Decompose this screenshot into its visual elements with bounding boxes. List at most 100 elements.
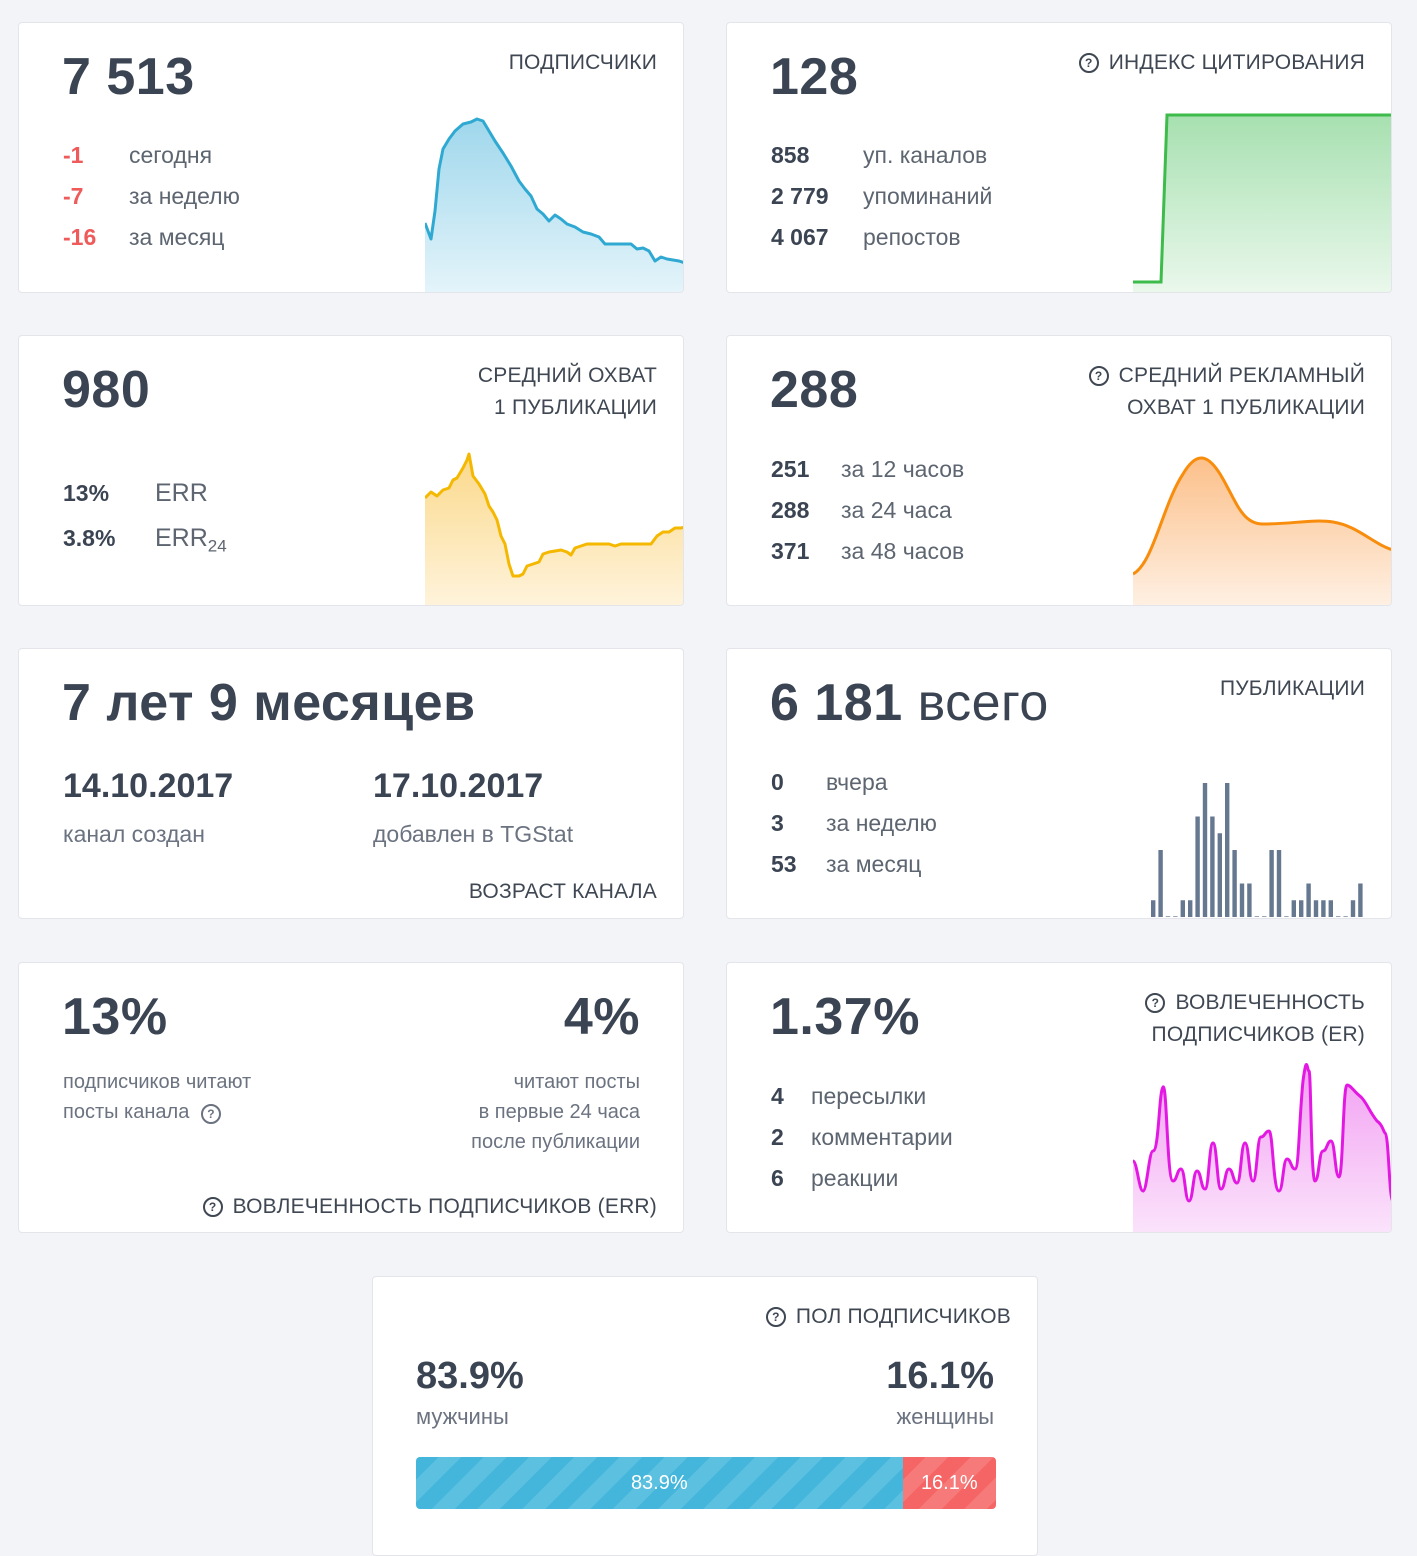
help-icon[interactable]: ? (1078, 53, 1099, 73)
er-title[interactable]: ? ВОВЛЕЧЕННОСТЬ ПОДПИСЧИКОВ (ER) (1145, 987, 1365, 1051)
err-left-value: 13% (62, 988, 168, 1046)
help-icon[interactable]: ? (200, 1104, 221, 1124)
reach-sparkline (425, 452, 683, 605)
post-count-bar (1151, 900, 1156, 917)
subscribers-sparkline (425, 117, 683, 292)
stat-value: 0 (771, 769, 784, 795)
citation-title[interactable]: ? ИНДЕКС ЦИТИРОВАНИЯ (1078, 47, 1365, 79)
post-count-bar (1276, 850, 1282, 917)
post-count-bar (1217, 833, 1222, 917)
reach-title-line1: СРЕДНИЙ ОХВАТ (477, 364, 657, 387)
stat-value: 6 (771, 1165, 784, 1191)
male-label: мужчины (416, 1404, 509, 1429)
post-count-bar (1173, 916, 1178, 917)
age-title: ВОЗРАСТ КАНАЛА (468, 880, 657, 903)
stat-label: реакции (811, 1165, 899, 1191)
created-date: 14.10.2017 (63, 767, 234, 805)
posts-card[interactable]: 6 181 всего ПУБЛИКАЦИИ 0 вчера 3 за неделю… (726, 648, 1392, 919)
stat-row: 2 779 упоминаний (771, 176, 992, 217)
ad-reach-card[interactable]: 288 ? СРЕДНИЙ РЕКЛАМНЫЙ ОХВАТ 1 ПУБЛИКАЦИ… (726, 335, 1392, 606)
subscribers-card[interactable]: 7 513 ПОДПИСЧИКИ -1 сегодня -7 за неделю -… (18, 22, 684, 293)
reach-value: 980 (62, 361, 151, 419)
post-count-bar (1195, 816, 1200, 917)
male-value: 83.9% (416, 1355, 524, 1397)
stat-value: 251 (771, 456, 810, 482)
err-left-label-line2: посты канала (63, 1101, 190, 1123)
help-icon[interactable]: ? (202, 1197, 223, 1217)
post-count-bar (1158, 850, 1163, 917)
ad-reach-area (1133, 457, 1391, 605)
er-stats: 4 пересылки 2 комментарии 6 реакции (771, 1076, 953, 1199)
citation-value: 128 (770, 48, 859, 106)
citation-card[interactable]: 128 ? ИНДЕКС ЦИТИРОВАНИЯ 858 уп. каналов 2… (726, 22, 1392, 293)
posts-bar-chart (1151, 783, 1363, 917)
female-bar-label: 16.1% (920, 1471, 978, 1494)
stat-label: сегодня (129, 142, 213, 168)
stat-value: 371 (771, 538, 810, 564)
stat-value: 3 (771, 810, 784, 836)
stat-value: 3.8% (63, 525, 116, 551)
stat-value: 2 779 (771, 183, 829, 209)
err-title-text: ВОВЛЕЧЕННОСТЬ ПОДПИСЧИКОВ (ERR) (232, 1195, 657, 1218)
help-icon[interactable]: ? (1088, 366, 1109, 386)
subscribers-area (425, 119, 683, 292)
stat-value: 13% (63, 480, 110, 506)
gender-bar: 83.9% 16.1% (416, 1457, 996, 1509)
reach-title-line2: 1 ПУБЛИКАЦИИ (494, 396, 657, 419)
post-count-bar (1254, 916, 1259, 917)
posts-value: 6 181 всего (770, 673, 1049, 733)
er-card[interactable]: 1.37% ? ВОВЛЕЧЕННОСТЬ ПОДПИСЧИКОВ (ER) 4 п… (726, 962, 1392, 1233)
female-label: женщины (896, 1404, 994, 1429)
err-right-label-line1: читают посты (513, 1071, 640, 1093)
er-title-line2: ПОДПИСЧИКОВ (ER) (1151, 1023, 1365, 1046)
reach-stats: 13% ERR 3.8% ERR24 (63, 471, 227, 569)
stat-label: за 24 часа (841, 497, 952, 523)
stat-label: вчера (826, 769, 888, 795)
stat-label: за 12 часов (841, 456, 965, 482)
age-card[interactable]: 7 лет 9 месяцев 14.10.2017 канал создан … (18, 648, 684, 919)
ad-reach-title[interactable]: ? СРЕДНИЙ РЕКЛАМНЫЙ ОХВАТ 1 ПУБЛИКАЦИИ (1088, 360, 1365, 424)
stat-label: ERR (155, 524, 208, 552)
post-count-bar (1180, 900, 1185, 917)
stat-row: 371 за 48 часов (771, 531, 964, 572)
ad-reach-value: 288 (770, 361, 859, 419)
stat-row: -16 за месяц (63, 217, 240, 258)
post-count-bar (1262, 916, 1267, 917)
post-count-bar (1247, 883, 1252, 917)
reach-card[interactable]: 980 СРЕДНИЙ ОХВАТ 1 ПУБЛИКАЦИИ 13% ERR 3.… (18, 335, 684, 606)
help-icon[interactable]: ? (1145, 993, 1166, 1013)
post-count-bar (1239, 883, 1245, 917)
gender-title[interactable]: ? ПОЛ ПОДПИСЧИКОВ (765, 1301, 1011, 1333)
post-count-bar (1232, 850, 1237, 917)
err-title[interactable]: ? ВОВЛЕЧЕННОСТЬ ПОДПИСЧИКОВ (ERR) (202, 1191, 657, 1223)
posts-title: ПУБЛИКАЦИИ (1219, 677, 1365, 700)
post-count-bar (1306, 883, 1311, 917)
citation-stats: 858 уп. каналов 2 779 упоминаний 4 067 репо… (771, 135, 992, 258)
stat-row: -7 за неделю (63, 176, 240, 217)
subscribers-value: 7 513 (62, 48, 195, 106)
ad-reach-stats: 251 за 12 часов 288 за 24 часа 371 за 48 ча… (771, 449, 964, 572)
post-count-bar (1225, 783, 1230, 917)
post-count-bar (1358, 883, 1363, 917)
gender-title-text: ПОЛ ПОДПИСЧИКОВ (795, 1305, 1011, 1328)
citation-area (1133, 115, 1391, 292)
ad-reach-title-line2: ОХВАТ 1 ПУБЛИКАЦИИ (1127, 396, 1365, 419)
stat-row: -1 сегодня (63, 135, 240, 176)
male-bar-segment: 83.9% (416, 1457, 903, 1509)
ad-reach-line (1133, 456, 1391, 576)
reach-line (425, 452, 683, 578)
gender-card[interactable]: ? ПОЛ ПОДПИСЧИКОВ 83.9% мужчины 16.1% жен… (372, 1276, 1038, 1556)
post-count-bar (1313, 900, 1319, 917)
added-label: добавлен в TGStat (373, 821, 574, 847)
ad-reach-title-line1: СРЕДНИЙ РЕКЛАМНЫЙ (1118, 364, 1365, 387)
stat-value: 2 (771, 1124, 784, 1150)
ad-reach-sparkline (1133, 456, 1391, 605)
post-count-bar (1269, 850, 1274, 917)
help-icon[interactable]: ? (765, 1307, 786, 1327)
stat-label: комментарии (811, 1124, 953, 1150)
posts-total-word: всего (917, 674, 1049, 732)
err-left-label-line1: подписчиков читают (63, 1071, 252, 1093)
reach-title: СРЕДНИЙ ОХВАТ 1 ПУБЛИКАЦИИ (478, 360, 657, 424)
stat-row: 2 комментарии (771, 1117, 953, 1158)
err-card[interactable]: 13% 4% подписчиков читают посты канала ?… (18, 962, 684, 1233)
